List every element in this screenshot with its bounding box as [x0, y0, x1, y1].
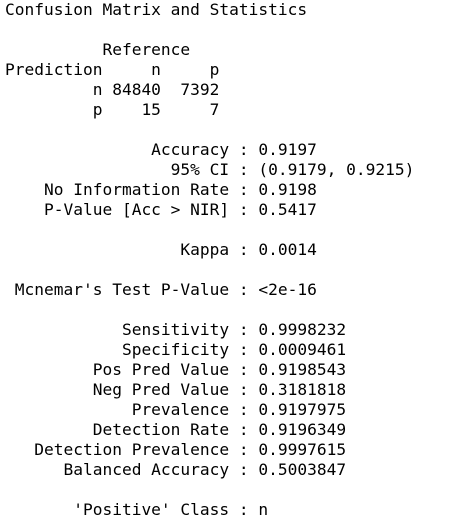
console-line-blank: [5, 300, 414, 320]
console-line-neg-pred-value: Neg Pred Value : 0.3181818: [5, 380, 347, 399]
console-line-p-value-acc-nir: P-Value [Acc > NIR] : 0.5417: [5, 200, 317, 219]
console-line-blank: [5, 120, 414, 140]
console-line-balanced-accuracy: Balanced Accuracy : 0.5003847: [5, 460, 347, 479]
console-line-positive-class: 'Positive' Class : n: [5, 500, 269, 519]
console-line-mcnemar-p-value: Mcnemar's Test P-Value : <2e-16: [5, 280, 317, 299]
console-line-title: Confusion Matrix and Statistics: [5, 0, 308, 19]
console-line-matrix-row-n: n 84840 7392: [5, 80, 220, 99]
console-line-specificity: Specificity : 0.0009461: [5, 340, 347, 359]
console-line-blank: [5, 480, 414, 500]
console-line-prevalence: Prevalence : 0.9197975: [5, 400, 347, 419]
console-line-kappa: Kappa : 0.0014: [5, 240, 317, 259]
console-line-blank: [5, 220, 414, 240]
console-output: Confusion Matrix and Statistics Referenc…: [5, 0, 414, 520]
console-line-ci: 95% CI : (0.9179, 0.9215): [5, 160, 415, 179]
console-line-sensitivity: Sensitivity : 0.9998232: [5, 320, 347, 339]
console-line-accuracy: Accuracy : 0.9197: [5, 140, 317, 159]
console-line-no-information-rate: No Information Rate : 0.9198: [5, 180, 317, 199]
console-line-matrix-row-p: p 15 7: [5, 100, 220, 119]
console-line-pos-pred-value: Pos Pred Value : 0.9198543: [5, 360, 347, 379]
console-line-blank: [5, 260, 414, 280]
console-line-reference-header: Reference: [5, 40, 191, 59]
console-line-detection-prevalence: Detection Prevalence : 0.9997615: [5, 440, 347, 459]
console-line-prediction-header: Prediction n p: [5, 60, 220, 79]
console-line-blank: [5, 20, 414, 40]
console-line-detection-rate: Detection Rate : 0.9196349: [5, 420, 347, 439]
